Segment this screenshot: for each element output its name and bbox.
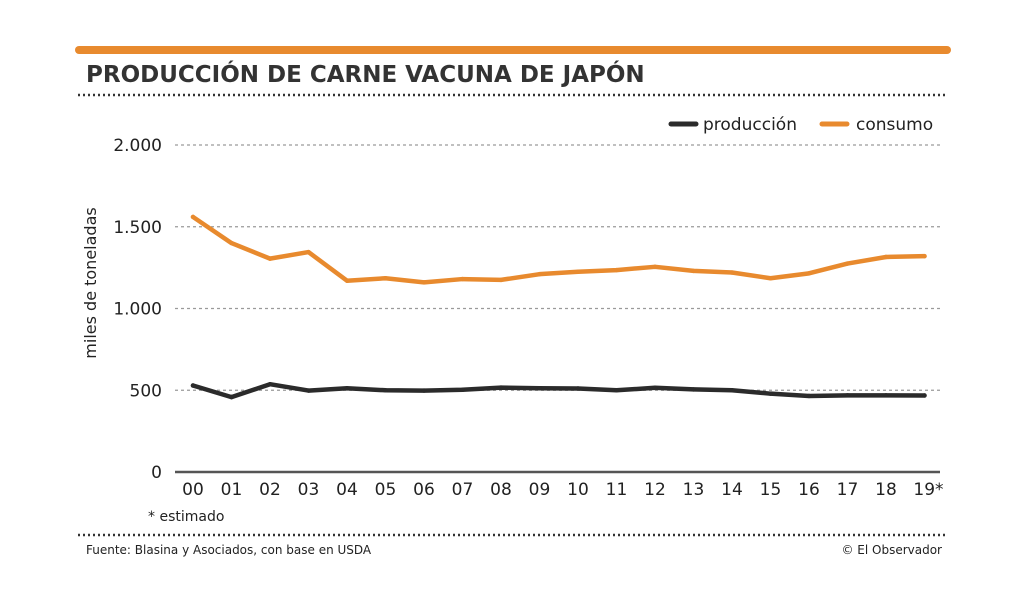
x-tick-label: 16 [798,480,820,500]
data-point-consumo [460,276,465,282]
x-tick-label: 14 [721,480,743,500]
data-point-produccion [421,388,427,393]
x-tick-label: 08 [490,480,512,500]
x-tick-label: 15 [760,480,782,500]
data-point-produccion [768,391,773,396]
data-point-consumo [883,254,889,260]
data-point-consumo [614,267,619,273]
data-point-produccion [267,382,273,387]
accent-bar [75,46,951,54]
data-point-produccion [229,394,234,400]
x-tick-label: 17 [837,480,859,500]
legend: producción consumo [668,115,933,135]
data-point-consumo [729,270,735,275]
x-tick-label: 12 [644,480,666,500]
data-point-produccion [614,388,619,393]
data-point-produccion [729,388,735,393]
series-line-produccion [190,381,927,400]
data-point-consumo [845,261,850,266]
x-tick-label: 18 [875,480,897,500]
y-tick-label: 2.000 [113,136,162,156]
x-tick-label: 01 [221,480,243,500]
chart-title: PRODUCCIÓN DE CARNE VACUNA DE JAPÓN [86,60,645,88]
y-axis-label: miles de toneladas [81,207,100,358]
x-tick-label: 03 [298,480,320,500]
data-point-consumo [229,240,234,246]
data-point-consumo [806,271,812,276]
x-tick-label: 00 [182,480,204,500]
data-point-produccion [575,386,581,391]
data-point-produccion [845,393,850,398]
data-point-consumo [768,276,773,281]
x-tick-label: 05 [375,480,397,500]
data-point-produccion [498,385,504,390]
data-point-produccion [883,393,889,398]
data-point-produccion [537,386,542,391]
data-point-produccion [806,393,812,399]
data-point-consumo [652,264,658,270]
data-point-consumo [575,269,581,274]
data-point-consumo [190,214,196,220]
x-tick-label: 09 [529,480,551,500]
legend-label: producción [703,115,797,135]
source-note: Fuente: Blasina y Asociados, con base en… [86,543,372,557]
footnote: * estimado [148,509,224,525]
data-point-consumo [383,276,388,281]
data-point-consumo [691,268,696,274]
data-point-produccion [190,383,196,388]
data-point-produccion [344,386,350,391]
y-tick-label: 0 [151,463,162,483]
x-tick-label: 19* [913,480,943,500]
x-tick-label: 13 [683,480,705,500]
x-tick-label: 02 [259,480,281,500]
data-point-produccion [691,387,696,392]
series-line-consumo [190,214,927,285]
x-tick-label: 04 [336,480,358,500]
data-point-produccion [460,387,465,392]
data-point-consumo [537,271,542,277]
data-point-produccion [922,393,927,398]
x-tick-label: 06 [413,480,435,500]
series-layer [190,214,927,400]
data-point-consumo [421,280,427,285]
data-point-produccion [383,388,388,393]
y-tick-label: 1.500 [113,218,162,238]
x-tick-label: 10 [567,480,589,500]
legend-label: consumo [856,115,933,135]
data-point-produccion [652,385,658,390]
data-point-consumo [306,249,311,255]
credit-note: © El Observador [841,543,942,557]
y-tick-label: 500 [130,381,162,401]
x-tick-label: 11 [606,480,628,500]
axis-layer: 0 500 1.000 1.500 2.000 00 01 02 03 04 05 06 07 08 09 1… [113,136,943,500]
data-point-consumo [267,256,273,261]
data-point-consumo [922,253,927,259]
data-point-consumo [498,277,504,283]
data-point-consumo [344,278,350,283]
y-tick-label: 1.000 [113,300,162,320]
data-point-produccion [306,388,311,393]
x-tick-label: 07 [452,480,474,500]
